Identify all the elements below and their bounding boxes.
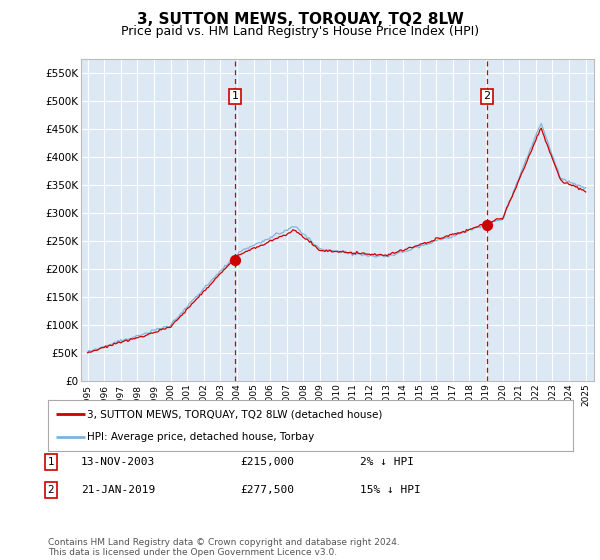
Text: £215,000: £215,000 bbox=[240, 457, 294, 467]
Text: 13-NOV-2003: 13-NOV-2003 bbox=[81, 457, 155, 467]
Text: Contains HM Land Registry data © Crown copyright and database right 2024.
This d: Contains HM Land Registry data © Crown c… bbox=[48, 538, 400, 557]
Text: 2: 2 bbox=[484, 91, 490, 101]
Text: £277,500: £277,500 bbox=[240, 485, 294, 495]
Text: 2: 2 bbox=[47, 485, 55, 495]
Text: Price paid vs. HM Land Registry's House Price Index (HPI): Price paid vs. HM Land Registry's House … bbox=[121, 25, 479, 38]
Text: 1: 1 bbox=[232, 91, 238, 101]
Text: HPI: Average price, detached house, Torbay: HPI: Average price, detached house, Torb… bbox=[88, 432, 314, 442]
Text: 3, SUTTON MEWS, TORQUAY, TQ2 8LW (detached house): 3, SUTTON MEWS, TORQUAY, TQ2 8LW (detach… bbox=[88, 409, 383, 419]
Text: 21-JAN-2019: 21-JAN-2019 bbox=[81, 485, 155, 495]
Text: 2% ↓ HPI: 2% ↓ HPI bbox=[360, 457, 414, 467]
Point bbox=[230, 256, 240, 265]
Text: 3, SUTTON MEWS, TORQUAY, TQ2 8LW: 3, SUTTON MEWS, TORQUAY, TQ2 8LW bbox=[137, 12, 463, 27]
Text: 1: 1 bbox=[47, 457, 55, 467]
Point bbox=[482, 221, 492, 230]
Text: 15% ↓ HPI: 15% ↓ HPI bbox=[360, 485, 421, 495]
